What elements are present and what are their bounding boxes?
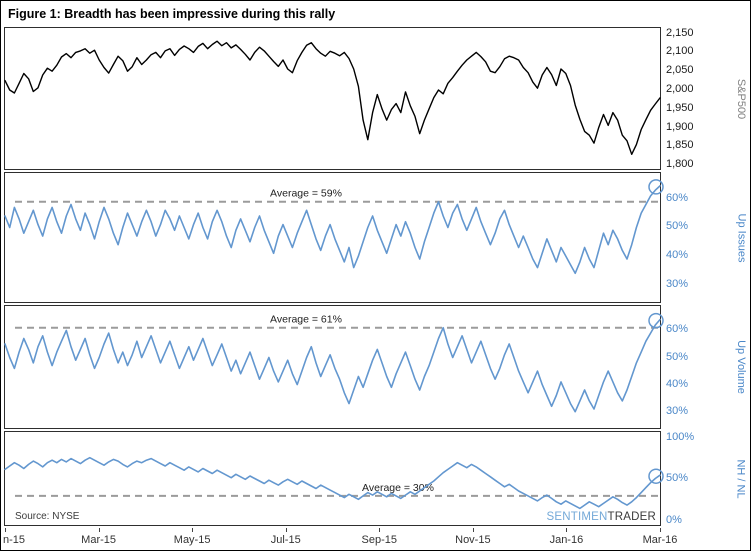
y-tick-label: 2,050 [666,64,694,77]
x-tick-mark [379,528,381,532]
average-label: Average = 59% [270,188,342,200]
y-tick-label: 2,000 [666,83,694,96]
up-issues-svg: Average = 59% [4,179,664,275]
y-tick-label: 1,900 [666,120,694,133]
end-highlight-circle [648,468,664,484]
x-tick-mark [192,528,194,532]
y-tick-label: 2,100 [666,45,694,58]
up-volume-axis-title-wrap: Up Volume [732,305,750,429]
y-tick-label: 1,950 [666,101,694,114]
nh-nl-svg: Average = 30% [4,456,664,510]
sp500-axis-title-wrap: S&P500 [732,27,750,170]
x-tick-label: May-15 [173,534,211,546]
nh-nl-plot: Average = 30% Source: NYSE SENTIMENTRADE… [4,431,664,526]
y-tick-label: 100% [666,430,695,443]
sp500-svg [4,40,661,156]
sp500-y-axis: S&P500 2,150 2,100 2,050 2,000 1,950 1,900 1,8… [661,26,750,171]
end-highlight-circle [648,312,664,329]
y-tick-label: 30% [666,277,689,290]
x-tick-label: Sep-15 [361,534,398,546]
nh-nl-axis-title-wrap: NH / NL [732,431,750,526]
figure-title: Figure 1: Breadth has been impressive du… [8,7,336,21]
x-tick-label: Mar-16 [642,534,678,546]
up-volume-panel: Average = 61% Up Volume 60% 50% 40% 30% [1,305,750,429]
y-tick-label: 0% [666,513,682,526]
up-issues-panel: Average = 59% Up Issues 60% 50% 40% 30% [1,172,750,303]
y-tick-label: 2,150 [666,26,694,39]
average-label: Average = 30% [362,482,434,494]
up-issues-axis-title-wrap: Up Issues [732,172,750,303]
nh-nl-line [4,456,661,510]
up-volume-plot: Average = 61% [4,305,664,429]
x-axis: n-15 Mar-15 May-15 Jul-15 Sep-15 Nov-15 Jan-16… [1,528,750,550]
x-tick-label: n-15 [3,534,26,546]
y-tick-label: 1,800 [666,158,694,171]
x-tick-mark [660,528,661,532]
up-volume-svg: Average = 61% [4,312,664,413]
nh-nl-y-axis: NH / NL 100% 50% 0% [661,431,750,526]
source-label: Source: NYSE [15,511,80,522]
up-volume-axis-title: Up Volume [735,340,747,394]
sp500-axis-title: S&P500 [735,78,747,119]
sp500-plot [4,27,661,170]
x-tick-label: Nov-15 [455,534,491,546]
average-label: Average = 61% [270,314,342,326]
x-tick-mark [98,528,100,532]
end-highlight-circle [648,179,664,195]
y-tick-label: 50% [666,350,689,363]
y-tick-label: 40% [666,377,689,390]
x-tick-label: Jul-15 [270,534,301,546]
y-tick-label: 50% [666,220,689,233]
y-tick-label: 50% [666,472,689,485]
y-tick-label: 60% [666,323,689,336]
x-tick-mark [5,528,6,532]
sp500-panel: S&P500 2,150 2,100 2,050 2,000 1,950 1,900 1,8… [1,27,750,170]
y-tick-label: 40% [666,249,689,262]
x-tick-label: Mar-15 [81,534,117,546]
sp500-line [4,40,661,156]
x-tick-mark [285,528,287,532]
up-issues-y-axis: Up Issues 60% 50% 40% 30% [661,172,750,303]
y-tick-label: 30% [666,404,689,417]
y-tick-label: 1,850 [666,139,694,152]
up-issues-axis-title: Up Issues [735,213,748,262]
watermark-trader: TRADER [607,511,656,523]
up-volume-y-axis: Up Volume 60% 50% 40% 30% [661,305,750,429]
x-tick-mark [472,528,474,532]
watermark-sentimen: SENTIMEN [546,511,608,523]
x-tick-label: Jan-16 [549,534,584,546]
y-tick-label: 60% [666,191,689,204]
up-volume-line [4,318,661,413]
x-tick-mark [566,528,568,532]
nh-nl-panel: Average = 30% Source: NYSE SENTIMENTRADE… [1,431,750,526]
nh-nl-axis-title: NH / NL [735,458,747,499]
up-issues-plot: Average = 59% [4,172,664,303]
up-issues-line [4,185,661,275]
watermark: SENTIMENTRADER [546,511,656,523]
